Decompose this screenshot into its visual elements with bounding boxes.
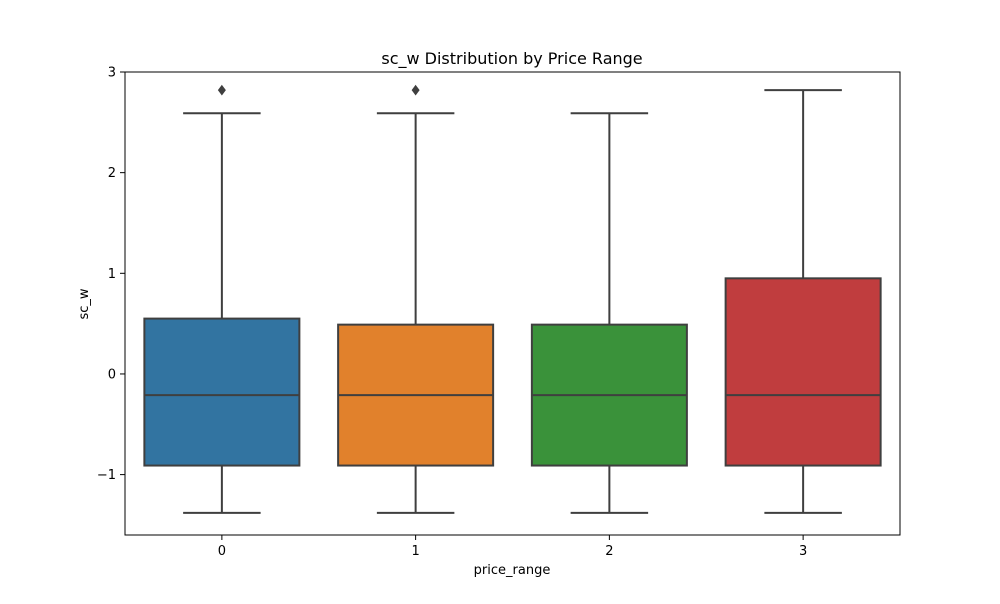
- y-tick-label: 3: [108, 66, 116, 81]
- y-tick-label: 1: [108, 267, 116, 282]
- box-group-3: [724, 89, 882, 514]
- box-3: [724, 277, 882, 467]
- x-axis-label: price_range: [474, 563, 551, 578]
- box-group-0: [143, 84, 301, 514]
- plot-area: −1 0 1 2 3 0 1 2 3: [97, 66, 901, 559]
- plot-frame: [124, 71, 901, 536]
- outlier-point: [217, 84, 226, 96]
- y-axis-label: sc_w: [77, 288, 92, 319]
- outlier-point: [411, 84, 420, 96]
- box-0: [143, 317, 301, 467]
- x-tick-label: 2: [605, 544, 613, 559]
- x-tick-label: 3: [799, 544, 807, 559]
- box-group-2: [530, 112, 688, 514]
- y-tick-label: 0: [108, 367, 116, 382]
- box-group-1: [337, 84, 495, 514]
- y-tick-label: −1: [97, 468, 116, 483]
- chart-title: sc_w Distribution by Price Range: [381, 49, 642, 69]
- y-tick-label: 2: [108, 166, 116, 181]
- x-tick-label: 1: [411, 544, 419, 559]
- x-tick-label: 0: [218, 544, 226, 559]
